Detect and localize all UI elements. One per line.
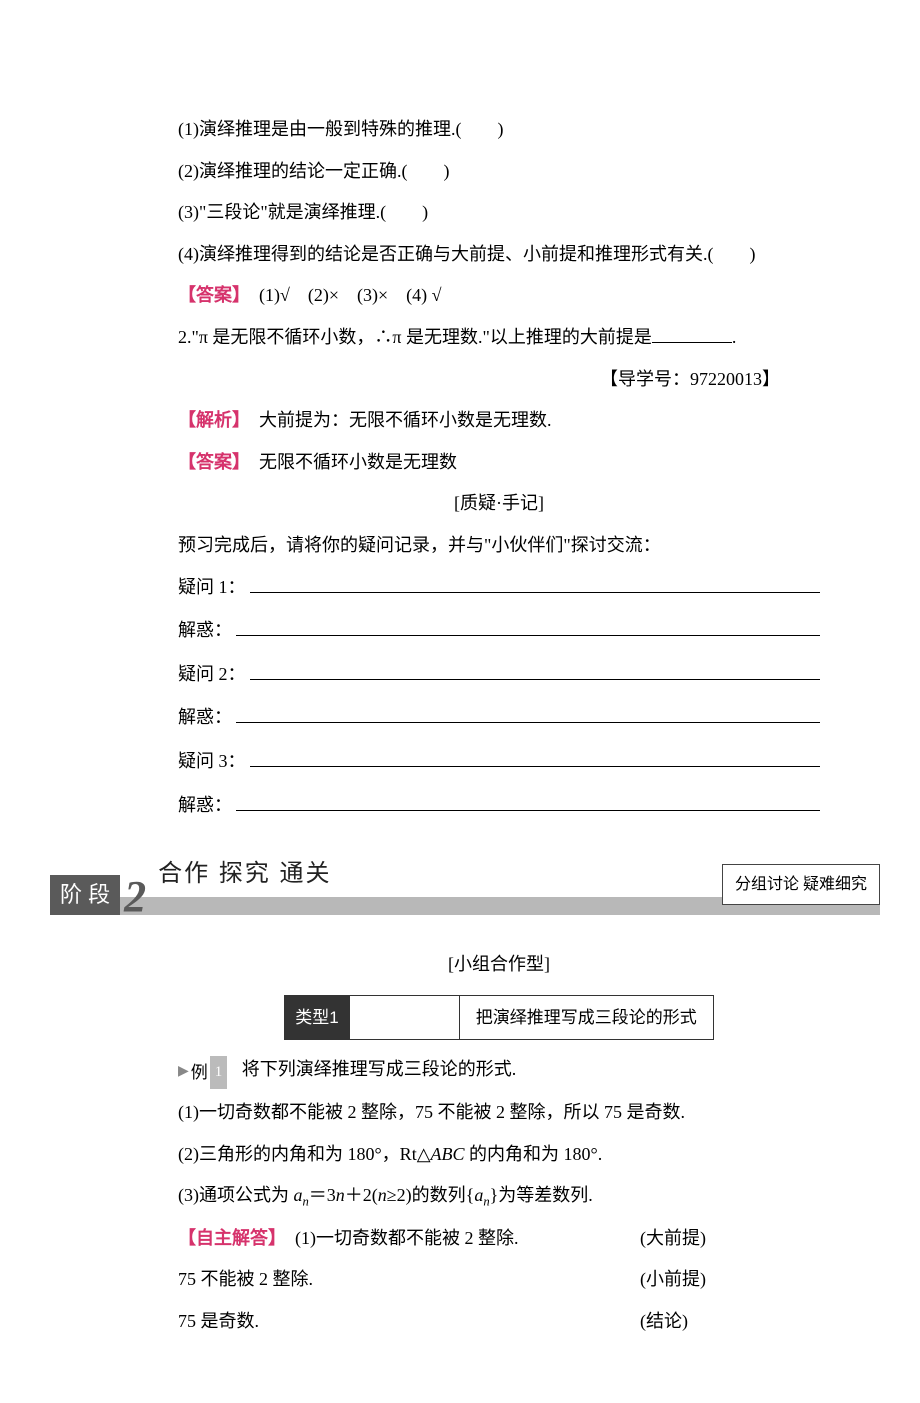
arrow-icon: ▶ — [178, 1057, 189, 1088]
doubt-3-label: 疑问 3： — [178, 742, 246, 782]
doubt-3-input[interactable] — [250, 749, 821, 767]
doubt-3-row: 疑问 3： — [178, 742, 820, 782]
ex3-n2: n — [378, 1185, 387, 1205]
solution-line2: 75 不能被 2 整除. (小前提) — [178, 1260, 820, 1300]
answer-3-row: 解惑： — [178, 786, 820, 826]
doubt-2-input[interactable] — [250, 662, 821, 680]
sol-line3-label: (结论) — [640, 1302, 820, 1342]
type-spacer — [350, 995, 460, 1040]
ex3-pre: (3)通项公式为 — [178, 1185, 294, 1205]
group-heading: [小组合作型] — [178, 945, 820, 985]
ex3-eq: ＝3 — [309, 1185, 336, 1205]
ex2-post: 的内角和为 180°. — [465, 1144, 603, 1164]
q2-analysis: 【解析】 大前提为：无限不循环小数是无理数. — [178, 401, 820, 441]
analysis-label: 【解析】 — [178, 410, 241, 430]
q2-blank[interactable] — [652, 325, 732, 343]
q1-item3: (3)"三段论"就是演绎推理.( ) — [178, 193, 820, 233]
ex3-end: }为等差数列. — [490, 1185, 593, 1205]
q2-answer: 【答案】 无限不循环小数是无理数 — [178, 443, 820, 483]
ex3-ge: ≥2)的数列{ — [387, 1185, 475, 1205]
answer-2-label: 解惑： — [178, 698, 232, 738]
section-subtitle: 分组讨论 疑难细究 — [722, 864, 880, 905]
notes-title: [质疑·手记] — [178, 484, 820, 524]
sol-line1-label: (大前提) — [640, 1219, 820, 1259]
answer-label: 【答案】 — [178, 452, 241, 472]
ex2-pre: (2)三角形的内角和为 180°，Rt△ — [178, 1144, 431, 1164]
banner-left: 阶 段 2 合作 探究 通关 — [50, 862, 331, 915]
ex3-a1: a — [294, 1185, 303, 1205]
stage-number: 2 — [124, 875, 146, 919]
answer-label: 【答案】 — [178, 285, 241, 305]
sol-line2-label: (小前提) — [640, 1260, 820, 1300]
q1-answer-text: (1)√ (2)× (3)× (4) √ — [241, 285, 442, 305]
q1-item2: (2)演绎推理的结论一定正确.( ) — [178, 152, 820, 192]
doubt-1-input[interactable] — [250, 575, 821, 593]
answer-3-label: 解惑： — [178, 786, 232, 826]
stage-label: 阶 段 — [50, 875, 120, 915]
ex3-a2: a — [474, 1185, 483, 1205]
solution-line1: 【自主解答】 (1)一切奇数都不能被 2 整除. (大前提) — [178, 1219, 820, 1259]
section-banner: 阶 段 2 合作 探究 通关 分组讨论 疑难细究 — [50, 865, 880, 915]
type-title: 把演绎推理写成三段论的形式 — [460, 995, 714, 1040]
solution-label: 【自主解答】 — [178, 1228, 277, 1248]
example-label: 例 — [191, 1054, 208, 1091]
example-stem-row: ▶ 例 1 将下列演绎推理写成三段论的形式. — [178, 1050, 820, 1091]
notes-intro: 预习完成后，请将你的疑问记录，并与"小伙伴们"探讨交流： — [178, 526, 820, 566]
guide-number: 【导学号：97220013】 — [178, 360, 820, 400]
doubt-1-label: 疑问 1： — [178, 568, 246, 608]
example-stem: 将下列演绎推理写成三段论的形式. — [242, 1059, 517, 1079]
sol-line1-text: (1)一切奇数都不能被 2 整除. — [295, 1228, 519, 1248]
example-item1: (1)一切奇数都不能被 2 整除，75 不能被 2 整除，所以 75 是奇数. — [178, 1093, 820, 1133]
example-item2: (2)三角形的内角和为 180°，Rt△ABC 的内角和为 180°. — [178, 1135, 820, 1175]
answer-1-label: 解惑： — [178, 611, 232, 651]
q2-stem-row: 2."π 是无限不循环小数，∴π 是无理数."以上推理的大前提是. — [178, 318, 820, 358]
doubt-2-label: 疑问 2： — [178, 655, 246, 695]
ex3-plus: ＋2( — [345, 1185, 378, 1205]
sol-line2-text: 75 不能被 2 整除. — [178, 1260, 640, 1300]
section-title: 合作 探究 通关 — [158, 848, 331, 901]
example-marker: ▶ 例 1 — [178, 1054, 227, 1091]
doubt-2-row: 疑问 2： — [178, 655, 820, 695]
answer-2-input[interactable] — [236, 705, 820, 723]
ex3-n1: n — [336, 1185, 345, 1205]
q1-item1: (1)演绎推理是由一般到特殊的推理.( ) — [178, 110, 820, 150]
answer-1-row: 解惑： — [178, 611, 820, 651]
type-header: 类型1 把演绎推理写成三段论的形式 — [178, 995, 820, 1040]
q1-item4: (4)演绎推理得到的结论是否正确与大前提、小前提和推理形式有关.( ) — [178, 235, 820, 275]
q2-answer-text: 无限不循环小数是无理数 — [241, 452, 457, 472]
answer-1-input[interactable] — [236, 618, 820, 636]
q2-stem: 2."π 是无限不循环小数，∴π 是无理数."以上推理的大前提是 — [178, 327, 652, 347]
sol-line3-text: 75 是奇数. — [178, 1302, 640, 1342]
type-label: 类型1 — [284, 995, 349, 1040]
ex2-abc: ABC — [431, 1144, 465, 1164]
example-number: 1 — [210, 1056, 228, 1089]
answer-2-row: 解惑： — [178, 698, 820, 738]
example-item3: (3)通项公式为 an＝3n＋2(n≥2)的数列{an}为等差数列. — [178, 1176, 820, 1216]
doubt-1-row: 疑问 1： — [178, 568, 820, 608]
q2-analysis-text: 大前提为：无限不循环小数是无理数. — [241, 410, 552, 430]
answer-3-input[interactable] — [236, 793, 820, 811]
solution-line3: 75 是奇数. (结论) — [178, 1302, 820, 1342]
q1-answer: 【答案】 (1)√ (2)× (3)× (4) √ — [178, 276, 820, 316]
